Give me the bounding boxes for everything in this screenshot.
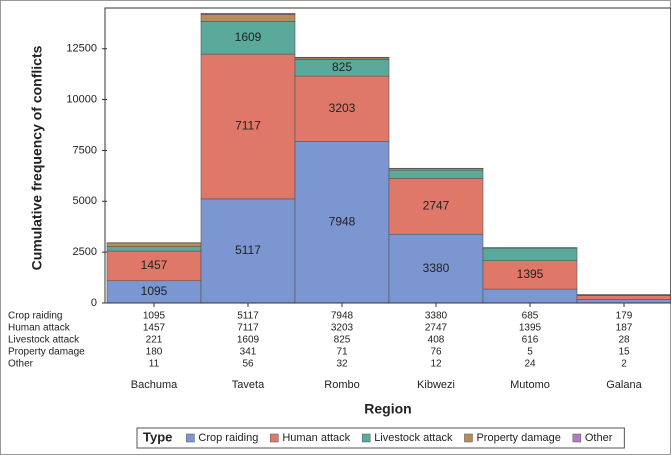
table-cell: 1095 [143,311,166,322]
legend-label: Livestock attack [374,432,453,444]
table-cell: 825 [334,335,351,346]
plot-frame [104,7,671,304]
x-axis-label: Region [364,401,411,417]
table-cell: 3380 [425,311,448,322]
table-cell: 179 [616,311,633,322]
bar-segment [200,14,296,22]
table-row-label: Livestock attack [8,335,80,346]
legend-swatch [464,433,473,443]
x-tick-label: Taveta [232,379,265,391]
legend-label: Property damage [476,432,560,444]
table-cell: 187 [616,323,633,334]
data-label: 7948 [329,214,356,228]
y-tick-label: 5000 [73,195,97,207]
data-label: 1609 [235,30,262,44]
x-tick-label: Rombo [324,379,359,391]
table-cell: 341 [240,347,257,358]
data-label: 825 [332,60,352,74]
data-label: 1457 [141,258,168,272]
table-cell: 2747 [425,323,448,334]
table-cell: 180 [146,347,163,358]
table-cell: 71 [336,347,348,358]
data-label: 7117 [235,119,261,133]
bar-segment [106,246,202,252]
bar-segment [294,140,390,304]
table-cell: 28 [618,335,630,346]
x-tick-label: Galana [606,379,642,391]
table-cell: 1457 [143,323,166,334]
legend-title: Type [143,429,172,444]
data-label: 3380 [423,261,450,275]
data-label: 3203 [329,101,356,115]
bar-segment [482,288,578,304]
table-cell: 3203 [331,323,354,334]
table-cell: 7948 [331,311,354,322]
bar-segment [388,178,484,235]
y-tick-label: 7500 [73,144,97,156]
y-tick-label: 2500 [73,246,97,258]
table-cell: 11 [149,359,160,370]
table-cell: 616 [522,335,539,346]
bar-segment [482,247,578,261]
table-cell: 5 [527,347,533,358]
bar-segment [106,250,202,282]
table-cell: 221 [146,335,163,346]
bar-segment [200,53,296,200]
table-cell: 15 [618,347,630,358]
y-axis-label: Cumulative frequency of conflicts [29,45,45,270]
table-row-label: Other [8,359,34,370]
table-cell: 2 [621,359,627,370]
bar-segment [576,299,671,304]
y-tick-label: 10000 [66,93,97,105]
table-row-label: Human attack [8,323,71,334]
data-label: 2747 [423,198,450,212]
bar-segment [388,169,484,179]
legend-label: Crop raiding [198,432,258,444]
x-tick-label: Mutomo [510,379,550,391]
table-cell: 408 [428,335,445,346]
legend-swatch [270,433,279,443]
data-label: 5117 [235,243,261,257]
table-cell: 5117 [237,311,259,322]
x-tick-label: Bachuma [131,379,178,391]
y-tick-label: 0 [91,297,97,309]
legend-swatch [186,433,195,443]
table-row-label: Crop raiding [8,311,62,322]
bar-segment [294,75,390,142]
legend-label: Human attack [282,432,350,444]
legend-label: Other [585,432,613,444]
bar-segment [482,260,578,290]
legend-box [136,427,625,449]
table-cell: 1395 [519,323,542,334]
table-cell: 56 [242,359,254,370]
table-cell: 7117 [237,323,259,334]
bar-segment [200,21,296,55]
bar-segment [200,12,296,15]
bar-segment [576,295,671,300]
table-cell: 685 [522,311,539,322]
table-row-label: Property damage [8,347,85,358]
legend-swatch [572,433,582,443]
legend-swatch [361,433,371,443]
data-label: 1395 [517,267,544,281]
table-cell: 32 [336,359,348,370]
x-tick-label: Kibwezi [417,379,455,391]
table-cell: 24 [524,359,536,370]
data-label: 1095 [141,284,168,298]
bar-segment [106,242,202,247]
table-cell: 12 [430,359,442,370]
y-tick-label: 12500 [66,43,97,55]
table-cell: 76 [430,347,442,358]
table-cell: 1609 [237,335,260,346]
bar-segment [294,56,390,59]
